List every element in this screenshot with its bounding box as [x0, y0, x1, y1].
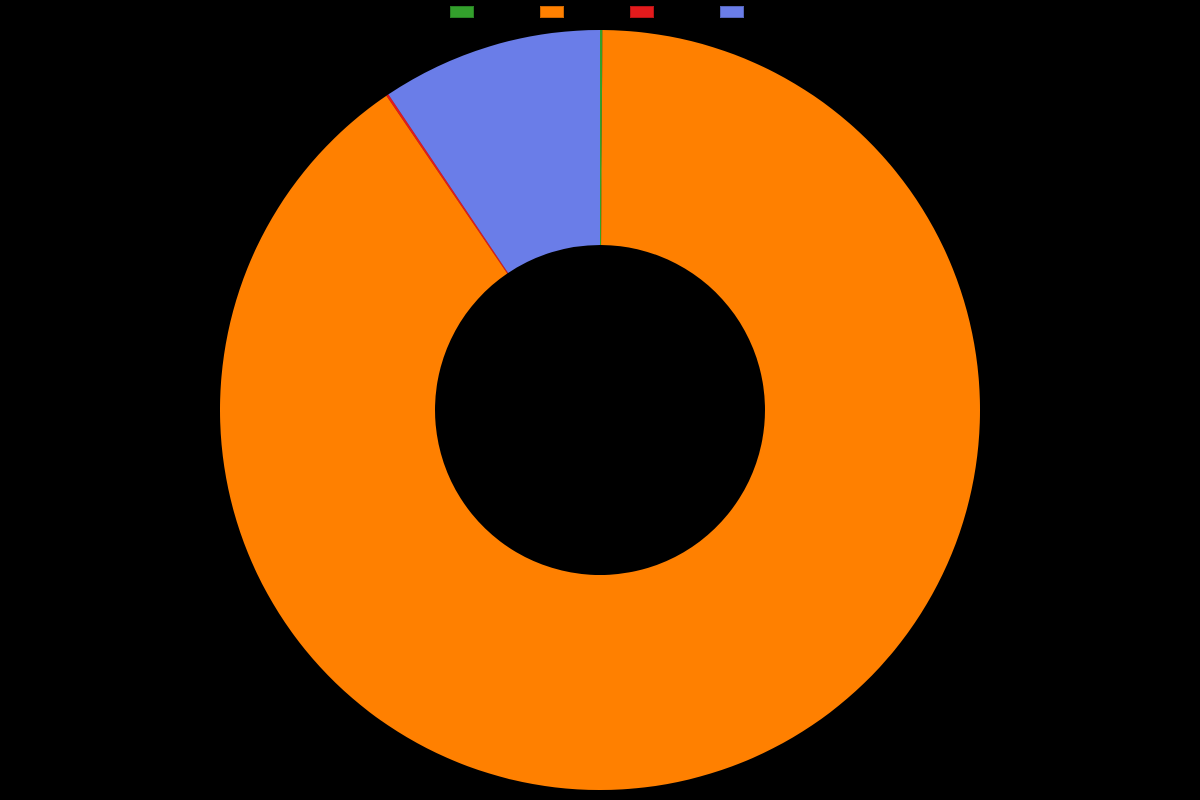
legend-swatch-3: [720, 6, 744, 18]
legend-swatch-1: [540, 6, 564, 18]
donut-chart: [220, 30, 980, 790]
legend-swatch-2: [630, 6, 654, 18]
legend-item-3: [720, 6, 750, 18]
legend-item-1: [540, 6, 570, 18]
legend-item-2: [630, 6, 660, 18]
legend-item-0: [450, 6, 480, 18]
chart-legend: [0, 6, 1200, 18]
legend-swatch-0: [450, 6, 474, 18]
chart-container: [0, 0, 1200, 800]
